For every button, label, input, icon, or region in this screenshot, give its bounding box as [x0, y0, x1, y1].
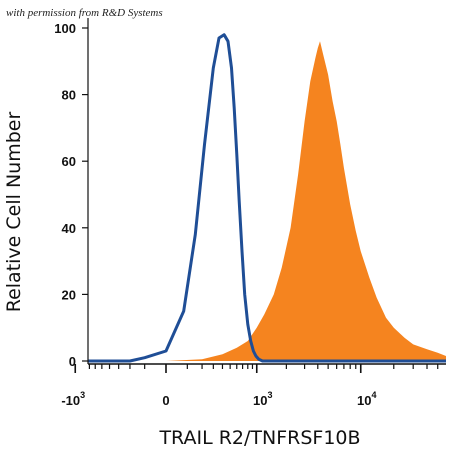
x-ticks: -1030103104105: [61, 364, 439, 408]
x-axis-label: TRAIL R2/TNFRSF10B: [158, 427, 360, 449]
y-tick-label: 60: [62, 154, 76, 169]
series-1-outline-histogram: [88, 33, 446, 363]
y-tick-label: 80: [62, 88, 76, 103]
y-tick-label: 40: [62, 221, 76, 236]
x-tick-label: 0: [162, 393, 169, 408]
permission-watermark: with permission from R&D Systems: [6, 7, 163, 19]
x-tick-label: -103: [61, 390, 85, 408]
series-0-filled-histogram: [88, 41, 446, 362]
y-tick-label: 100: [54, 21, 76, 36]
y-tick-label: 0: [69, 354, 76, 369]
y-tick-label: 20: [62, 287, 76, 302]
y-ticks: 0 20 40 60 80 100: [54, 21, 88, 369]
series-layer: [88, 33, 446, 363]
x-tick-label: 103: [253, 390, 272, 408]
y-axis-label: Relative Cell Number: [3, 112, 25, 313]
x-tick-label: 104: [357, 390, 376, 408]
